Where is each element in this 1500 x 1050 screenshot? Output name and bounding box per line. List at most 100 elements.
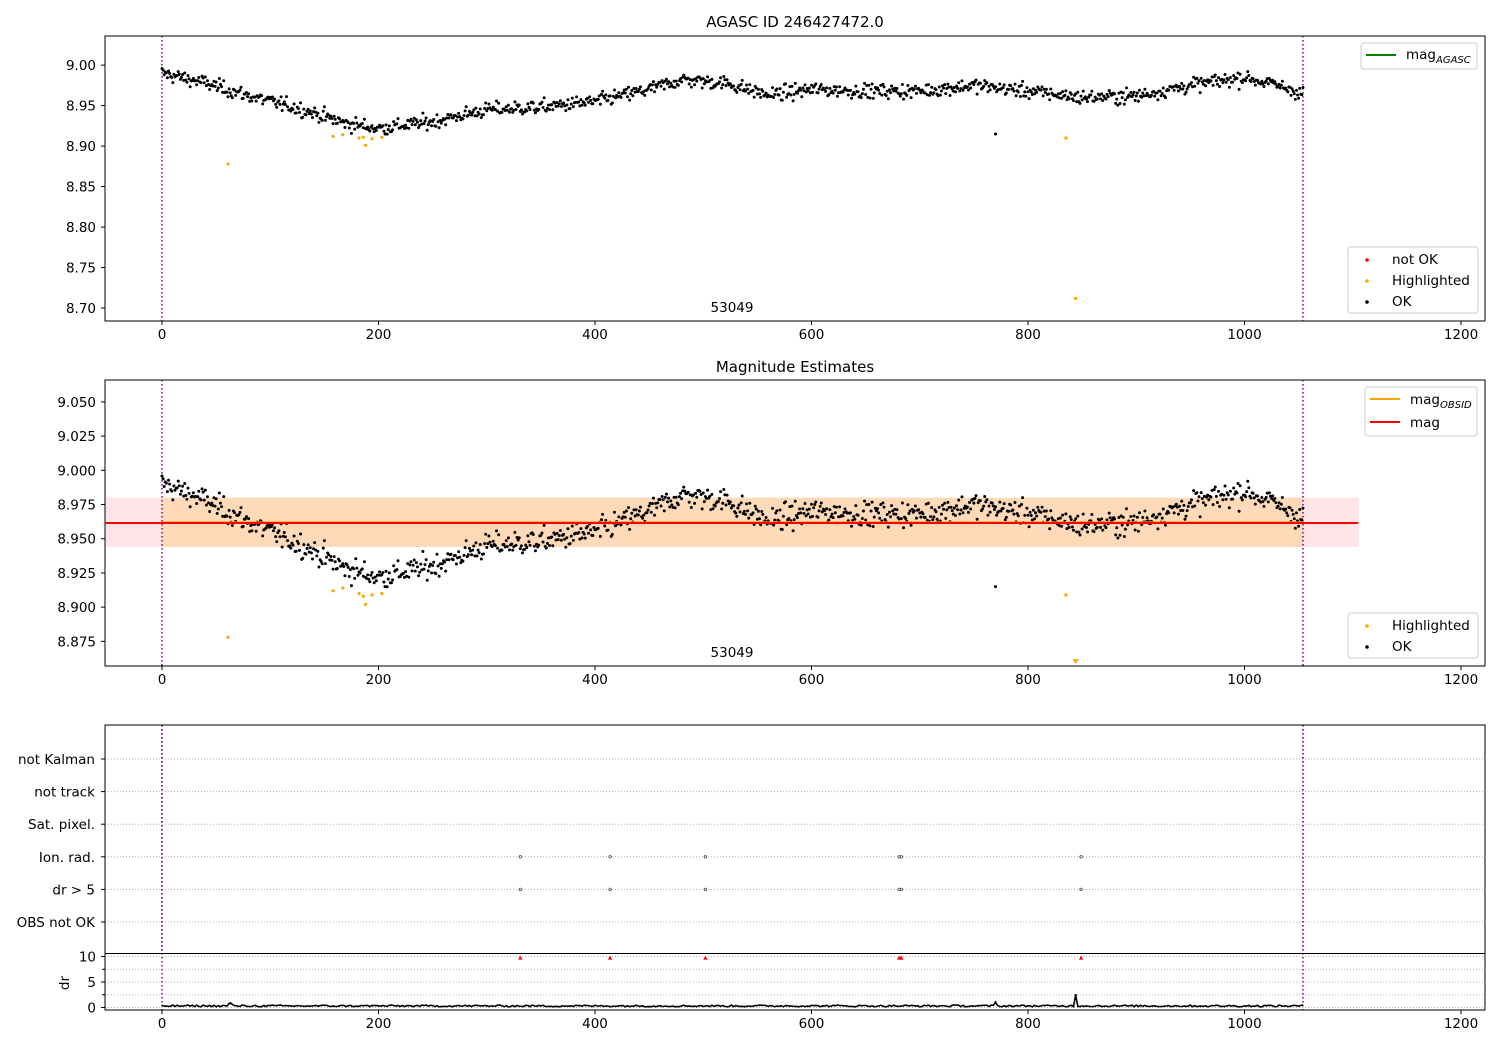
point-ok (1155, 515, 1159, 519)
point-ok (892, 89, 896, 93)
point-ok (449, 113, 453, 117)
point-ok (719, 490, 723, 494)
point-ok (646, 87, 650, 91)
y-tick-label: 8.900 (57, 600, 96, 616)
point-ok (470, 553, 474, 557)
point-ok (897, 92, 901, 96)
point-ok (316, 111, 320, 115)
point-ok (1120, 96, 1124, 100)
x-tick-label: 1200 (1444, 672, 1478, 688)
point-ok (333, 560, 337, 564)
point-ok (517, 536, 521, 540)
point-ok (474, 106, 478, 110)
point-ok (1279, 502, 1283, 506)
flag-point (518, 887, 523, 892)
point-ok (906, 503, 910, 507)
point-ok (780, 98, 784, 102)
x-tick-label: 1200 (1444, 327, 1478, 343)
point-ok (196, 495, 200, 499)
point-ok (550, 103, 554, 107)
point-ok (852, 515, 856, 519)
point-ok (746, 509, 750, 513)
panel-magnitude-title: Magnitude Estimates (716, 358, 874, 376)
y-tick-label: 8.90 (66, 139, 96, 155)
point-ok (708, 494, 712, 498)
point-ok (841, 514, 845, 518)
point-ok (978, 81, 982, 85)
point-ok (1035, 90, 1039, 94)
point-ok (1293, 526, 1297, 530)
point-ok (956, 86, 960, 90)
point-ok (610, 532, 614, 536)
point-ok (630, 89, 634, 93)
point-ok (957, 81, 961, 85)
point-ok (676, 83, 680, 87)
point-ok (444, 123, 448, 127)
point-ok (777, 93, 781, 97)
point-ok (409, 117, 413, 121)
point-ok (392, 564, 396, 568)
point-ok (191, 76, 195, 80)
point-ok (1043, 91, 1047, 95)
point-ok (425, 578, 429, 582)
point-ok (889, 91, 893, 95)
point-ok (544, 109, 548, 113)
point-ok (284, 95, 288, 99)
point-ok (482, 113, 486, 117)
point-ok (799, 511, 803, 515)
point-ok (323, 562, 327, 566)
point-ok (485, 109, 489, 113)
point-ok (176, 479, 180, 483)
point-ok (736, 506, 740, 510)
point-ok (1025, 86, 1029, 90)
point-ok (908, 509, 912, 513)
point-ok (745, 502, 749, 506)
flag-point (897, 887, 901, 892)
point-ok (1126, 523, 1130, 527)
panel-magnitude-marks (105, 380, 1359, 666)
point-ok (1183, 517, 1187, 521)
point-ok (372, 581, 376, 585)
point-ok (494, 529, 498, 533)
flag-point (899, 887, 904, 892)
point-ok (1161, 86, 1165, 90)
point-ok (423, 119, 427, 123)
point-ok (1200, 496, 1204, 500)
point-ok (1298, 86, 1302, 90)
point-ok (1172, 511, 1176, 515)
point-ok (1184, 90, 1188, 94)
point-ok (1174, 502, 1178, 506)
point-ok (274, 535, 278, 539)
point-ok (321, 109, 325, 113)
point-ok (1024, 94, 1028, 98)
point-ok (934, 88, 938, 92)
point-ok (642, 90, 646, 94)
point-ok (436, 564, 440, 568)
point-ok (958, 89, 962, 93)
point-ok (831, 516, 835, 520)
point-ok (739, 501, 743, 505)
point-ok (569, 534, 573, 538)
point-ok (596, 526, 600, 530)
row-label: not Kalman (18, 752, 95, 768)
point-ok (342, 564, 346, 568)
point-ok (1137, 88, 1141, 92)
point-ok (811, 90, 815, 94)
point-ok (938, 93, 942, 97)
point-ok (1121, 515, 1125, 519)
point-ok (1206, 493, 1210, 497)
point-ok (466, 113, 470, 117)
point-ok (338, 559, 342, 563)
point-ok (467, 546, 471, 550)
point-ok (861, 509, 865, 513)
point-ok (619, 95, 623, 99)
point-ok (1172, 88, 1176, 92)
point-ok (202, 81, 206, 85)
point-ok (810, 83, 813, 87)
point-ok (1113, 92, 1117, 96)
point-ok (687, 500, 691, 504)
y-tick-label: 9.050 (57, 395, 96, 411)
point-highlighted (361, 135, 365, 139)
point-ok (472, 544, 476, 548)
svg-text:magOBSID: magOBSID (1410, 392, 1472, 411)
